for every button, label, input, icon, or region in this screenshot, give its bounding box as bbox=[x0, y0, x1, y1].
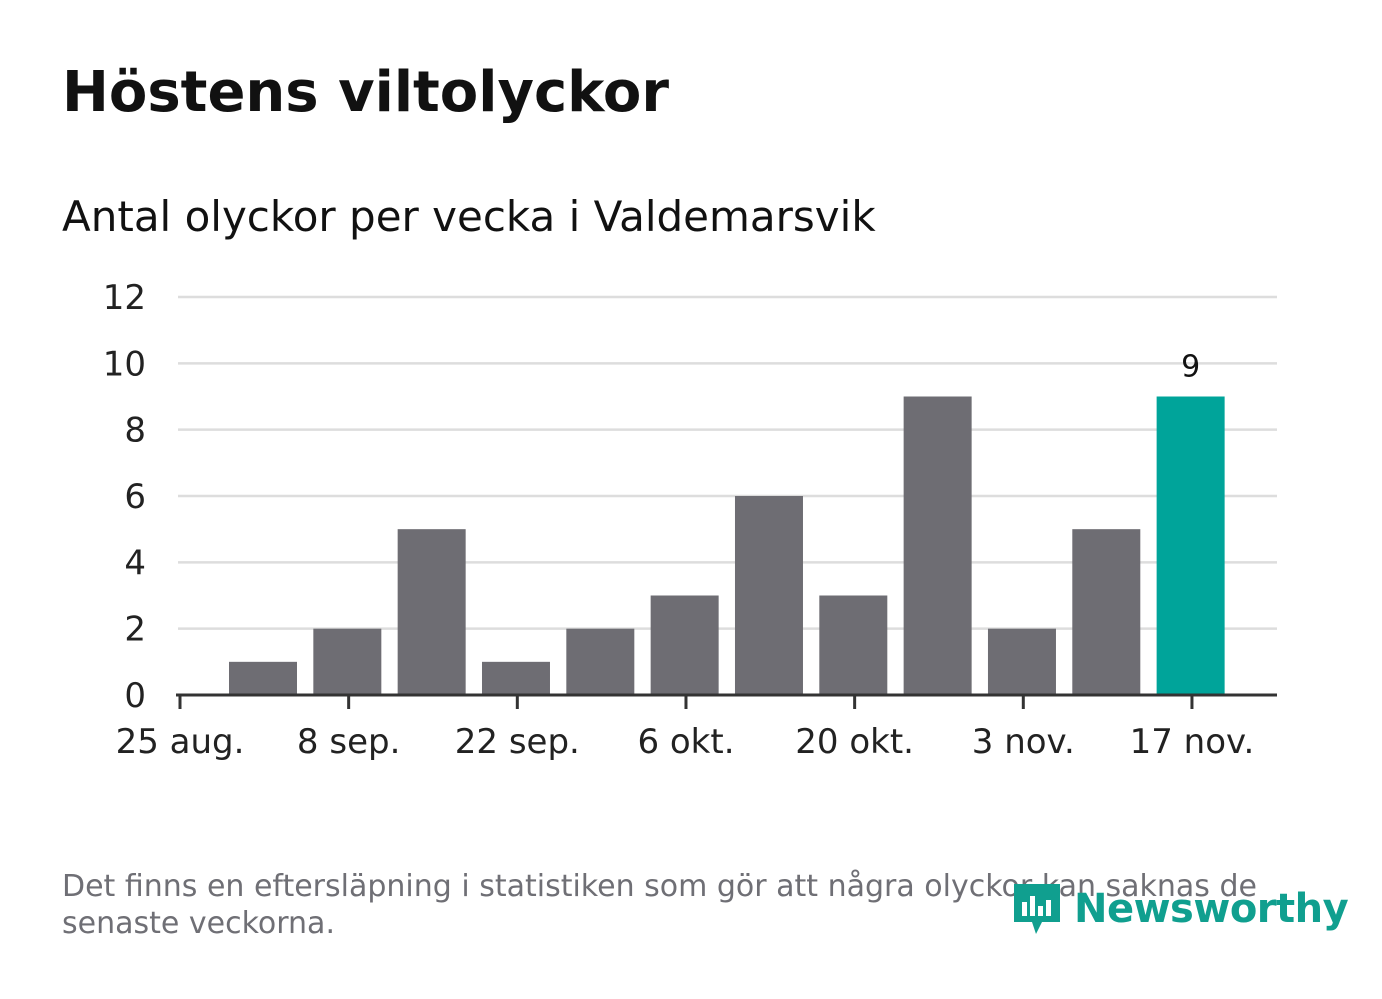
y-tick-label: 10 bbox=[103, 344, 146, 384]
y-tick-label: 0 bbox=[124, 676, 146, 716]
y-tick-label: 8 bbox=[124, 411, 146, 451]
x-tick-label: 25 aug. bbox=[116, 722, 245, 762]
newsworthy-logo[interactable]: Newsworthy bbox=[1010, 880, 1349, 938]
x-tick-label: 17 nov. bbox=[1130, 722, 1255, 762]
x-axis bbox=[176, 693, 1277, 709]
newsworthy-logo-icon bbox=[1014, 884, 1060, 934]
y-tick-label: 6 bbox=[124, 477, 146, 517]
bars bbox=[229, 396, 1225, 696]
y-tick-label: 12 bbox=[103, 278, 146, 318]
x-tick-label: 20 okt. bbox=[795, 722, 914, 762]
bar[interactable] bbox=[229, 661, 297, 695]
bar[interactable] bbox=[903, 396, 972, 696]
y-tick-label: 2 bbox=[124, 610, 146, 650]
bar[interactable] bbox=[1156, 396, 1225, 696]
logo-text: Newsworthy bbox=[1074, 886, 1349, 932]
bar[interactable] bbox=[313, 628, 382, 695]
y-tick-label: 4 bbox=[124, 543, 146, 583]
x-tick-label: 6 okt. bbox=[637, 722, 734, 762]
bar[interactable] bbox=[987, 628, 1056, 695]
bar-chart: 0 2 4 6 8 10 12 9 25 aug. 8 sep. 22 sep. 6 okt. 20 o… bbox=[103, 278, 1277, 762]
x-tick-label: 8 sep. bbox=[297, 722, 400, 762]
chart-subtitle: Antal olyckor per vecka i Valdemarsvik bbox=[62, 192, 876, 241]
bar[interactable] bbox=[819, 595, 888, 696]
bar[interactable] bbox=[650, 595, 719, 696]
bar[interactable] bbox=[397, 529, 466, 695]
x-tick-label: 22 sep. bbox=[455, 722, 580, 762]
bar[interactable] bbox=[481, 661, 550, 695]
tick-labels: 0 2 4 6 8 10 12 9 25 aug. 8 sep. 22 sep. 6 okt. 20 o… bbox=[103, 278, 1255, 762]
bar-value-label: 9 bbox=[1181, 350, 1200, 385]
bar[interactable] bbox=[1072, 529, 1141, 695]
chart-title: Höstens viltolyckor bbox=[62, 60, 669, 125]
bar[interactable] bbox=[734, 496, 803, 695]
bar[interactable] bbox=[566, 628, 635, 695]
x-tick-label: 3 nov. bbox=[972, 722, 1075, 762]
